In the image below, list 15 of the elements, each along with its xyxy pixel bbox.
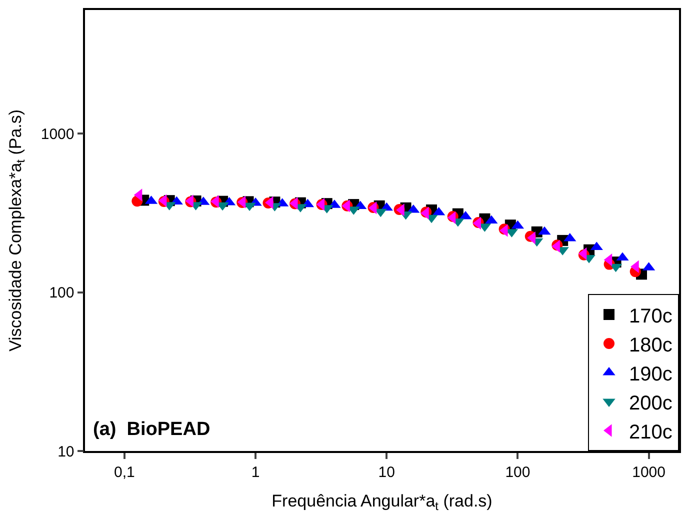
y-tick-label: 1000 — [40, 126, 74, 143]
x-tick-label: 1 — [251, 464, 260, 481]
legend-label: 180c — [629, 334, 672, 356]
legend-label: 170c — [629, 305, 672, 328]
y-tick-label: 100 — [49, 284, 74, 302]
legend-label: 190c — [629, 363, 672, 386]
x-tick-label: 10 — [378, 464, 395, 481]
x-tick-label: 1000 — [632, 464, 666, 481]
y-tick-label: 10 — [58, 443, 74, 460]
legend-label: 210c — [629, 421, 672, 444]
annotation: (a) BioPEAD — [93, 419, 210, 440]
x-tick-label: 0,1 — [114, 464, 135, 481]
x-tick-label: 100 — [505, 464, 530, 481]
legend-label: 200c — [629, 392, 672, 414]
x-axis-title: Frequência Angular*a$_{t}$ (rad.s) — [272, 492, 492, 514]
